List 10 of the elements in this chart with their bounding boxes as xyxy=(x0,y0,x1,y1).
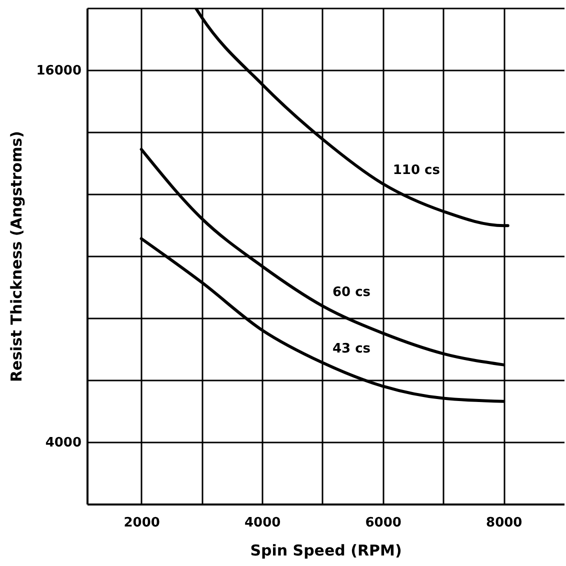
x-axis-title: Spin Speed (RPM) xyxy=(250,542,402,560)
y-tick-label: 16000 xyxy=(36,64,82,78)
y-axis-title: Resist Thickness (Angstroms) xyxy=(7,130,26,382)
series-label: 110 cs xyxy=(392,162,440,178)
x-tick-label: 2000 xyxy=(124,516,160,530)
x-tick-label: 6000 xyxy=(365,516,402,530)
series-label: 60 cs xyxy=(332,284,371,300)
x-tick-label: 4000 xyxy=(244,516,281,530)
series-label: 43 cs xyxy=(332,342,371,357)
x-tick-label: 8000 xyxy=(486,516,522,530)
